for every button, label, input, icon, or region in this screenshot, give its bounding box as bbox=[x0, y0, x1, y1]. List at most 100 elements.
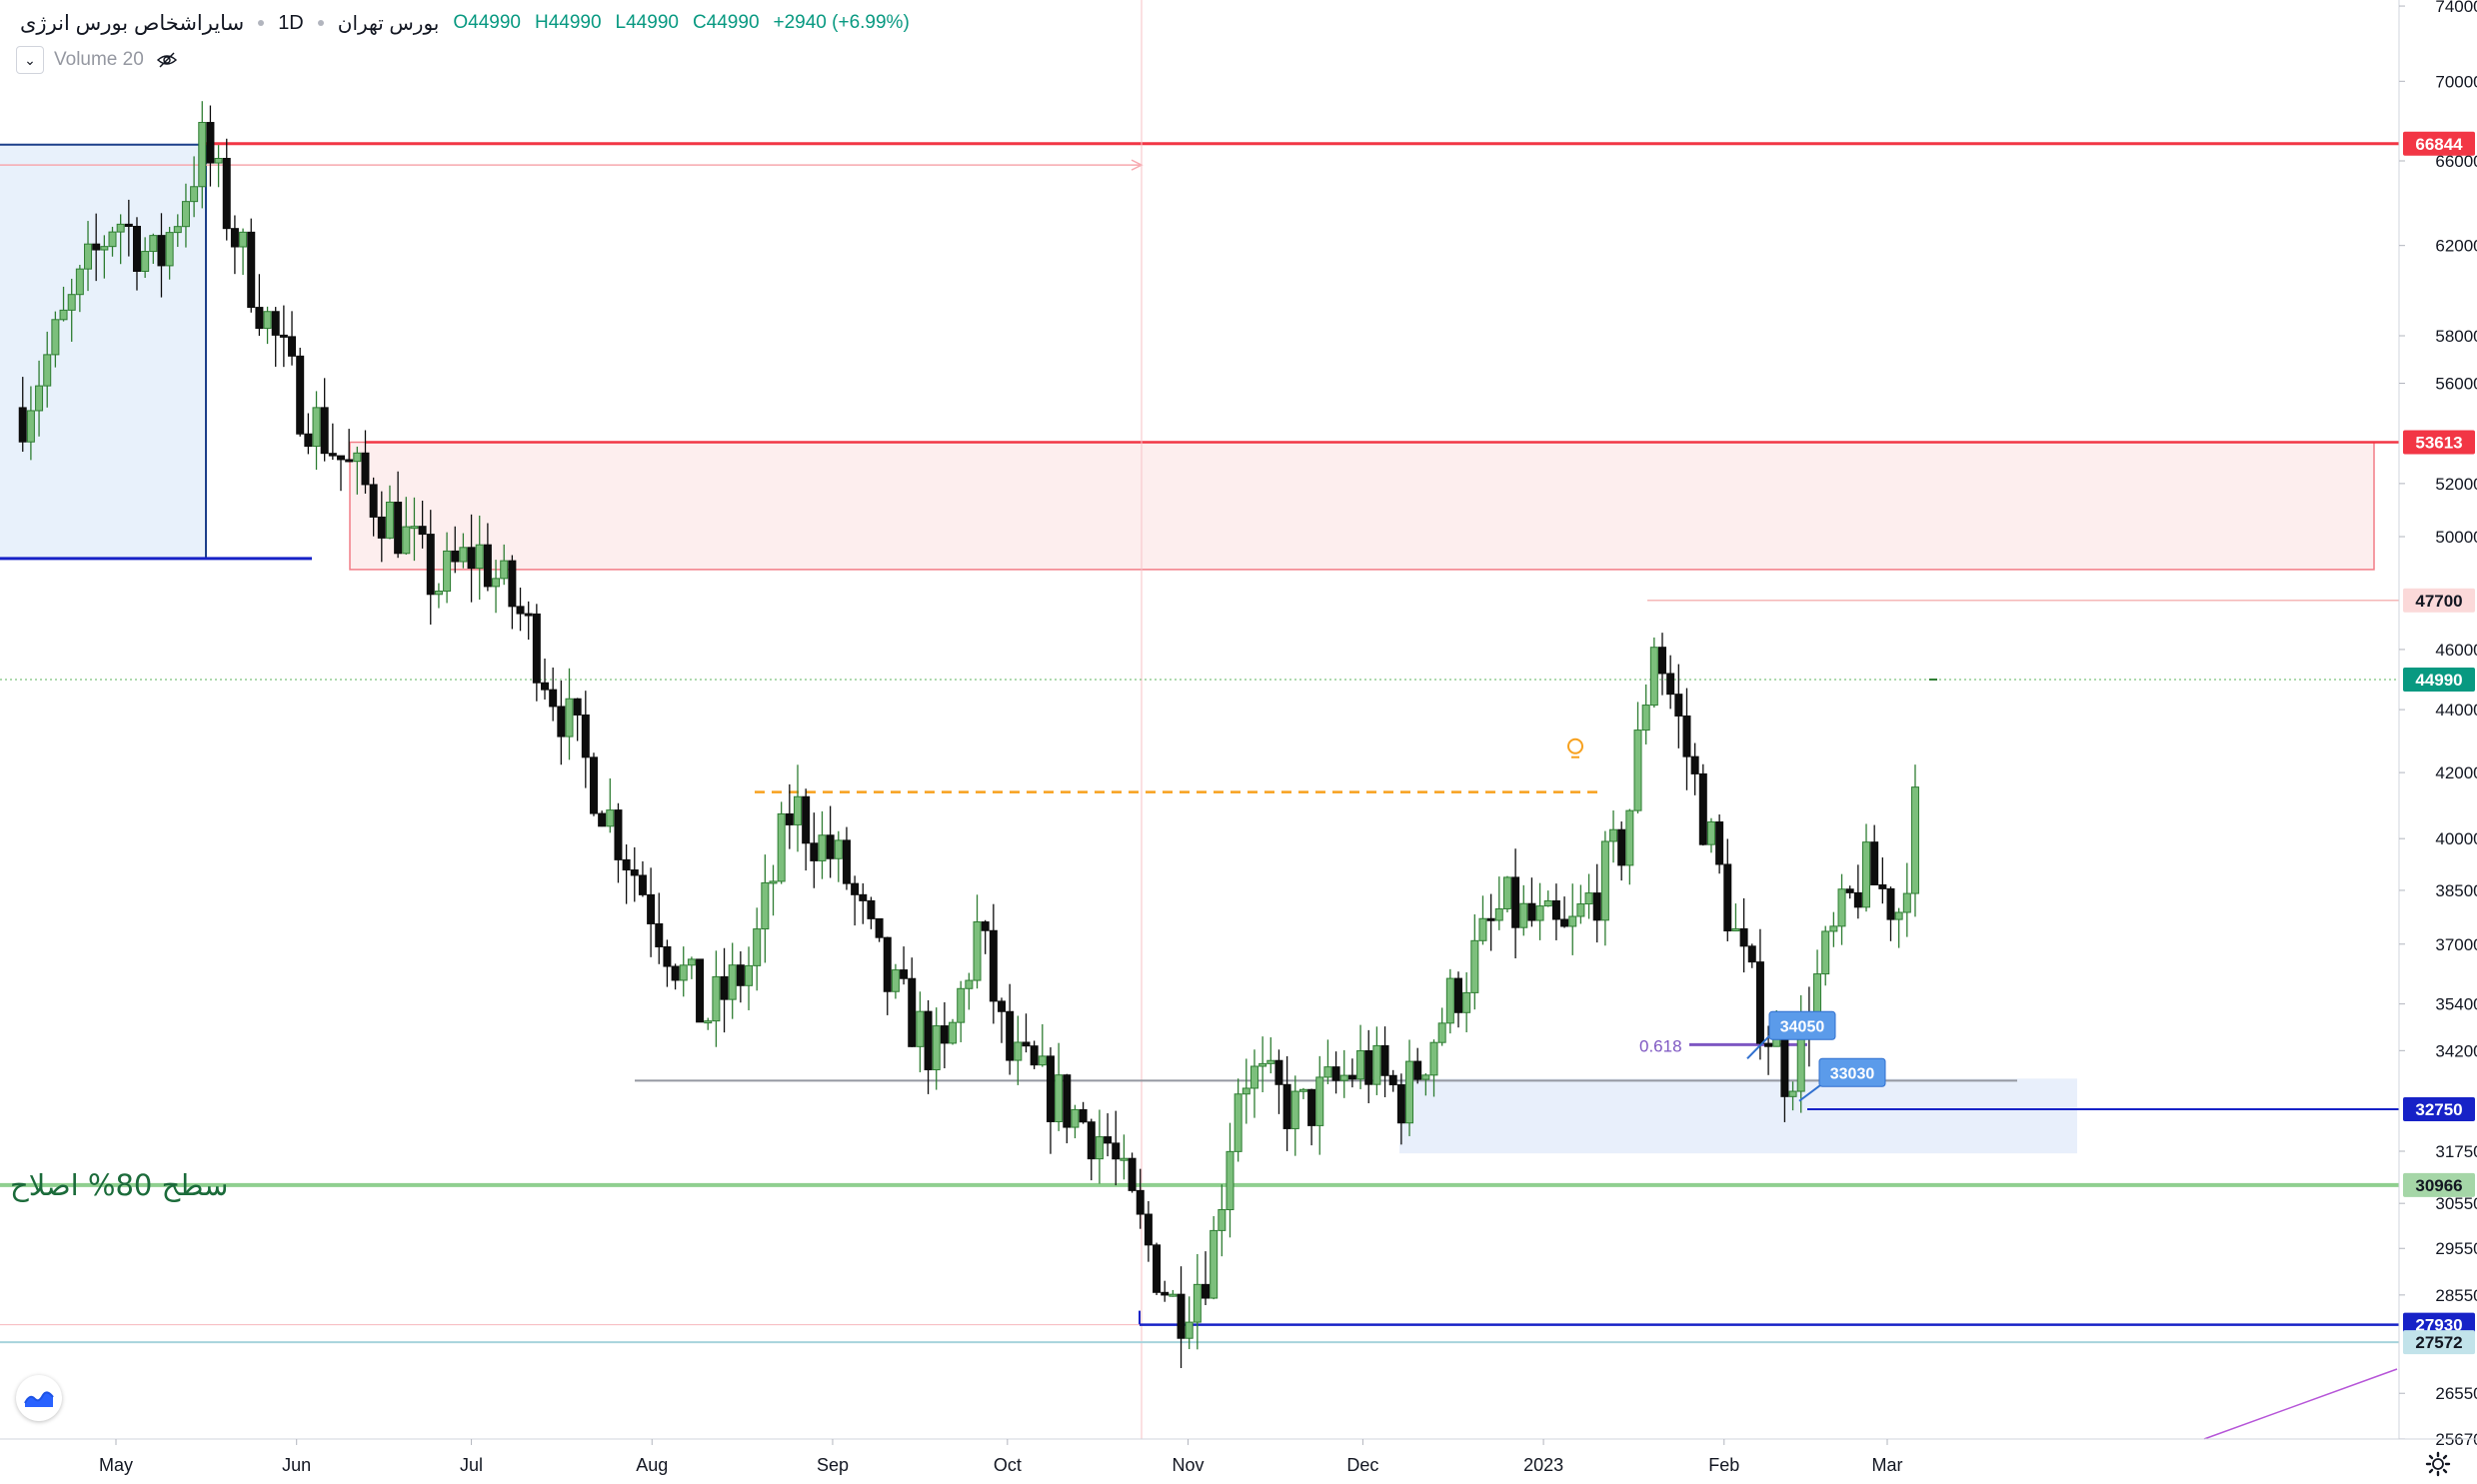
price-label-bg bbox=[2403, 430, 2475, 455]
ohlc-low: L44990 bbox=[615, 12, 679, 33]
ohlc-close: C44990 bbox=[692, 12, 760, 33]
candle-body bbox=[500, 560, 509, 580]
candle-body bbox=[35, 385, 44, 412]
candle-body bbox=[1698, 772, 1707, 845]
tradingview-logo-icon[interactable] bbox=[16, 1375, 62, 1421]
candle-body bbox=[1249, 1065, 1258, 1089]
candle-body bbox=[475, 544, 484, 570]
candle-body bbox=[1144, 1213, 1153, 1246]
candle-body bbox=[1445, 977, 1454, 1024]
candle-body bbox=[1210, 1229, 1219, 1299]
candle-body bbox=[834, 839, 843, 859]
candle-body bbox=[1104, 1136, 1113, 1144]
candle-body bbox=[949, 1021, 958, 1044]
hidden-eye-icon[interactable] bbox=[154, 47, 180, 73]
candle-body bbox=[1364, 1049, 1373, 1085]
candle-body bbox=[1560, 918, 1569, 927]
candle-body bbox=[826, 834, 835, 859]
candle-body bbox=[402, 526, 411, 555]
candle-body bbox=[100, 246, 109, 251]
candle-body bbox=[1030, 1045, 1039, 1066]
candle-body bbox=[1258, 1062, 1267, 1067]
candle-body bbox=[304, 433, 313, 448]
price-tick-label: 66000 bbox=[2435, 152, 2477, 171]
candle-body bbox=[1658, 647, 1667, 675]
candle-body bbox=[1910, 786, 1919, 894]
candle-body bbox=[279, 334, 288, 338]
candle-body bbox=[622, 858, 631, 871]
candle-body bbox=[1894, 911, 1903, 920]
separator-dot bbox=[258, 20, 265, 26]
candle-body bbox=[492, 578, 501, 588]
candle-body bbox=[883, 936, 892, 992]
candle-body bbox=[320, 407, 329, 455]
candle-body bbox=[59, 309, 68, 321]
candle-body bbox=[1600, 840, 1609, 921]
supply-zone bbox=[349, 441, 2375, 571]
candle-body bbox=[1666, 673, 1675, 696]
candle-body bbox=[1241, 1087, 1250, 1095]
price-tick-label: 26550 bbox=[2435, 1384, 2477, 1403]
candle-body bbox=[541, 682, 550, 691]
candle-body bbox=[1878, 883, 1887, 889]
collapse-chevron-icon[interactable]: ⌄ bbox=[16, 46, 44, 74]
candle-body bbox=[459, 547, 468, 563]
time-axis[interactable]: May Jun Jul Aug Sep Oct Nov Dec 2023 Feb Mar bbox=[0, 1438, 2477, 1475]
candle-body bbox=[1298, 1088, 1307, 1092]
candle-body bbox=[1266, 1059, 1275, 1064]
candle-body bbox=[84, 243, 93, 270]
candle-body bbox=[1022, 1041, 1031, 1047]
candle-body bbox=[1356, 1049, 1365, 1080]
time-tick-label: Sep bbox=[817, 1455, 849, 1475]
candle-body bbox=[1071, 1108, 1080, 1128]
candle-body bbox=[1087, 1121, 1096, 1160]
range-zone-left bbox=[0, 143, 206, 559]
price-tick-label: 58000 bbox=[2435, 327, 2477, 346]
settings-gear-icon[interactable] bbox=[2423, 1449, 2453, 1479]
candle-body bbox=[312, 407, 321, 448]
candle-body bbox=[124, 223, 133, 228]
callout-34050-text: 34050 bbox=[1780, 1018, 1825, 1035]
candle-body bbox=[867, 899, 876, 919]
candle-body bbox=[1853, 891, 1862, 908]
candle-body bbox=[753, 928, 762, 966]
volume-indicator-label[interactable]: Volume 20 bbox=[54, 49, 144, 70]
candle-body bbox=[965, 979, 974, 989]
candle-body bbox=[1502, 876, 1511, 909]
candle-body bbox=[132, 226, 141, 272]
candle-body bbox=[1633, 730, 1642, 811]
candle-body bbox=[842, 839, 851, 884]
candle-body bbox=[1112, 1142, 1121, 1160]
candle-body bbox=[214, 157, 223, 164]
candle-body bbox=[1095, 1136, 1104, 1160]
candle-body bbox=[614, 809, 623, 860]
time-tick-label: Jul bbox=[460, 1455, 483, 1475]
symbol-name[interactable]: سایراشخاص بورس انرژی bbox=[20, 11, 245, 35]
candle-body bbox=[1218, 1208, 1227, 1231]
price-axis[interactable]: 74000 70000 66000 62000 58000 56000 52000 50000… bbox=[2398, 0, 2477, 1484]
candle-body bbox=[26, 410, 35, 443]
candle-body bbox=[1323, 1066, 1332, 1078]
candle-body bbox=[802, 795, 811, 844]
price-tick-label: 74000 bbox=[2435, 0, 2477, 16]
candle-body bbox=[1290, 1090, 1299, 1129]
time-tick-label: May bbox=[99, 1455, 133, 1475]
candle-body bbox=[565, 698, 574, 738]
price-label-bg bbox=[2403, 1330, 2475, 1355]
candle-body bbox=[1739, 927, 1748, 947]
candle-body bbox=[1413, 1060, 1422, 1080]
candle-body bbox=[451, 550, 460, 563]
candle-body bbox=[1764, 1042, 1773, 1047]
candle-body bbox=[418, 526, 427, 536]
price-label-bg bbox=[2403, 588, 2475, 613]
price-label: 66844 bbox=[2415, 135, 2463, 154]
price-tick-label: 38500 bbox=[2435, 881, 2477, 900]
interval-label[interactable]: 1D bbox=[278, 11, 304, 34]
price-label-bg bbox=[2403, 131, 2475, 156]
callout-33030-text: 33030 bbox=[1830, 1065, 1875, 1082]
candle-body bbox=[345, 459, 354, 463]
candle-body bbox=[638, 874, 647, 895]
candle-body bbox=[92, 243, 101, 251]
candle-body bbox=[589, 756, 598, 814]
